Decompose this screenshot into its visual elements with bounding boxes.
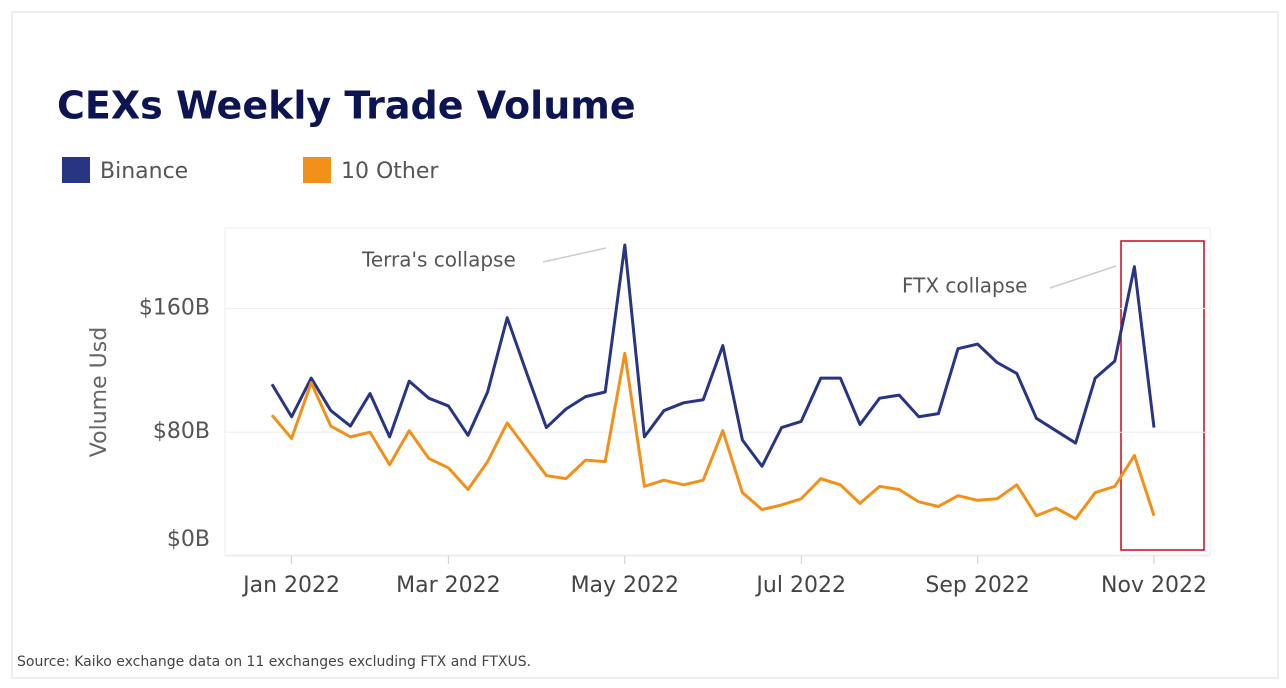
legend-swatch xyxy=(62,157,90,183)
legend-label: Binance xyxy=(100,159,188,184)
plot-area xyxy=(224,227,1211,556)
chart-title: CEXs Weekly Trade Volume xyxy=(57,84,636,128)
annotation: Terra's collapse xyxy=(361,248,516,272)
y-axis-label: Volume Usd xyxy=(87,327,112,457)
x-tick-label: May 2022 xyxy=(571,573,679,598)
series-line xyxy=(270,351,1156,521)
series-line xyxy=(270,243,1156,468)
x-tick-label: Jan 2022 xyxy=(241,573,340,598)
y-tick-label: $80B xyxy=(153,419,210,444)
x-tick-label: Sep 2022 xyxy=(925,573,1029,598)
annotation: FTX collapse xyxy=(902,274,1027,298)
x-tick-label: Mar 2022 xyxy=(396,573,501,598)
source: Source: Kaiko exchange data on 11 exchan… xyxy=(17,654,531,670)
annotation-leader xyxy=(1049,265,1117,289)
x-tick-label: Jul 2022 xyxy=(754,573,846,598)
legend-label: 10 Other xyxy=(341,159,439,184)
highlight-box xyxy=(1120,240,1205,551)
annotation-leader xyxy=(542,247,607,263)
y-tick-label: $0B xyxy=(167,527,210,552)
legend-swatch xyxy=(303,157,331,183)
x-tick-label: Nov 2022 xyxy=(1101,573,1207,598)
y-tick-label: $160B xyxy=(139,295,210,320)
